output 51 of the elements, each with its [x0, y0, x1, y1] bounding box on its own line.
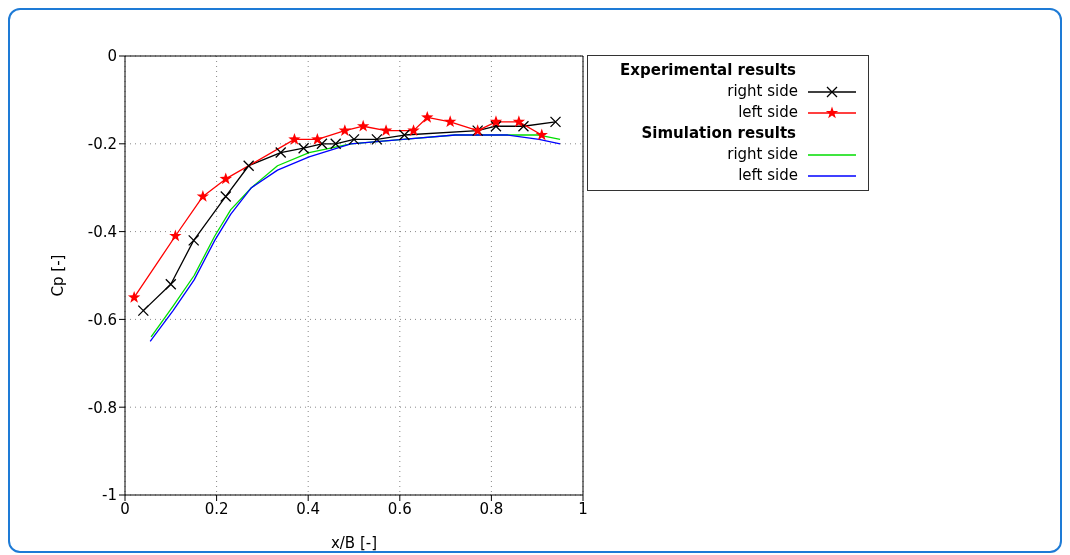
- y-tick-label: -0.6: [87, 310, 117, 329]
- x-tick-label: 0.6: [387, 499, 412, 518]
- legend-label: right side: [727, 144, 798, 165]
- point: [275, 146, 287, 159]
- text: Simulation results: [640, 123, 797, 144]
- point: [348, 133, 360, 146]
- y-tick-label: -0.8: [87, 398, 117, 417]
- point: [137, 304, 149, 317]
- legend-label: left side: [738, 165, 798, 186]
- point: [165, 278, 177, 290]
- y-tick-label: -0.2: [87, 135, 117, 154]
- point: [219, 172, 232, 185]
- point: [243, 160, 255, 172]
- point: [407, 124, 420, 136]
- x-tick-label: 0.4: [296, 499, 321, 518]
- text: Experimental results: [619, 60, 797, 81]
- y-tick-label: -1: [102, 486, 117, 505]
- point: [421, 110, 434, 123]
- x-tick-label: 1: [578, 499, 588, 518]
- point: [330, 138, 342, 150]
- y-tick-label: 0: [107, 47, 117, 66]
- point: [169, 229, 182, 242]
- point: [316, 138, 328, 150]
- point: [535, 128, 548, 141]
- point: [512, 115, 526, 128]
- y-axis-title: Cp [-]: [49, 254, 68, 297]
- point: [444, 115, 457, 128]
- point: [379, 124, 393, 136]
- point: [220, 190, 232, 203]
- point: [297, 142, 310, 154]
- x-tick-label: 0.2: [204, 499, 229, 518]
- point: [288, 132, 301, 145]
- point: [311, 132, 324, 145]
- point: [490, 120, 502, 132]
- point: [127, 290, 141, 303]
- y-tick-label: -0.4: [87, 222, 117, 241]
- point: [196, 189, 210, 202]
- point: [356, 119, 370, 132]
- point: [489, 115, 503, 128]
- point: [398, 129, 411, 141]
- x-axis-title: x/B [-]: [330, 534, 378, 552]
- point: [517, 120, 530, 132]
- legend-label: left side: [738, 102, 798, 123]
- card-frame: 0 0.2 0.4 0.6 0.8 1 x/B [-] -1 -0.8 -0.6 -0.4 -0.2 0 Cp [-] Experimental results right side left side Simulation results right side left side: [8, 8, 1062, 553]
- legend-label: right side: [727, 81, 798, 102]
- x-tick-label: 0.8: [479, 499, 504, 518]
- x-tick-label: 0: [120, 499, 130, 518]
- point: [338, 124, 352, 136]
- point: [549, 116, 562, 128]
- point: [371, 133, 383, 146]
- point: [188, 234, 200, 247]
